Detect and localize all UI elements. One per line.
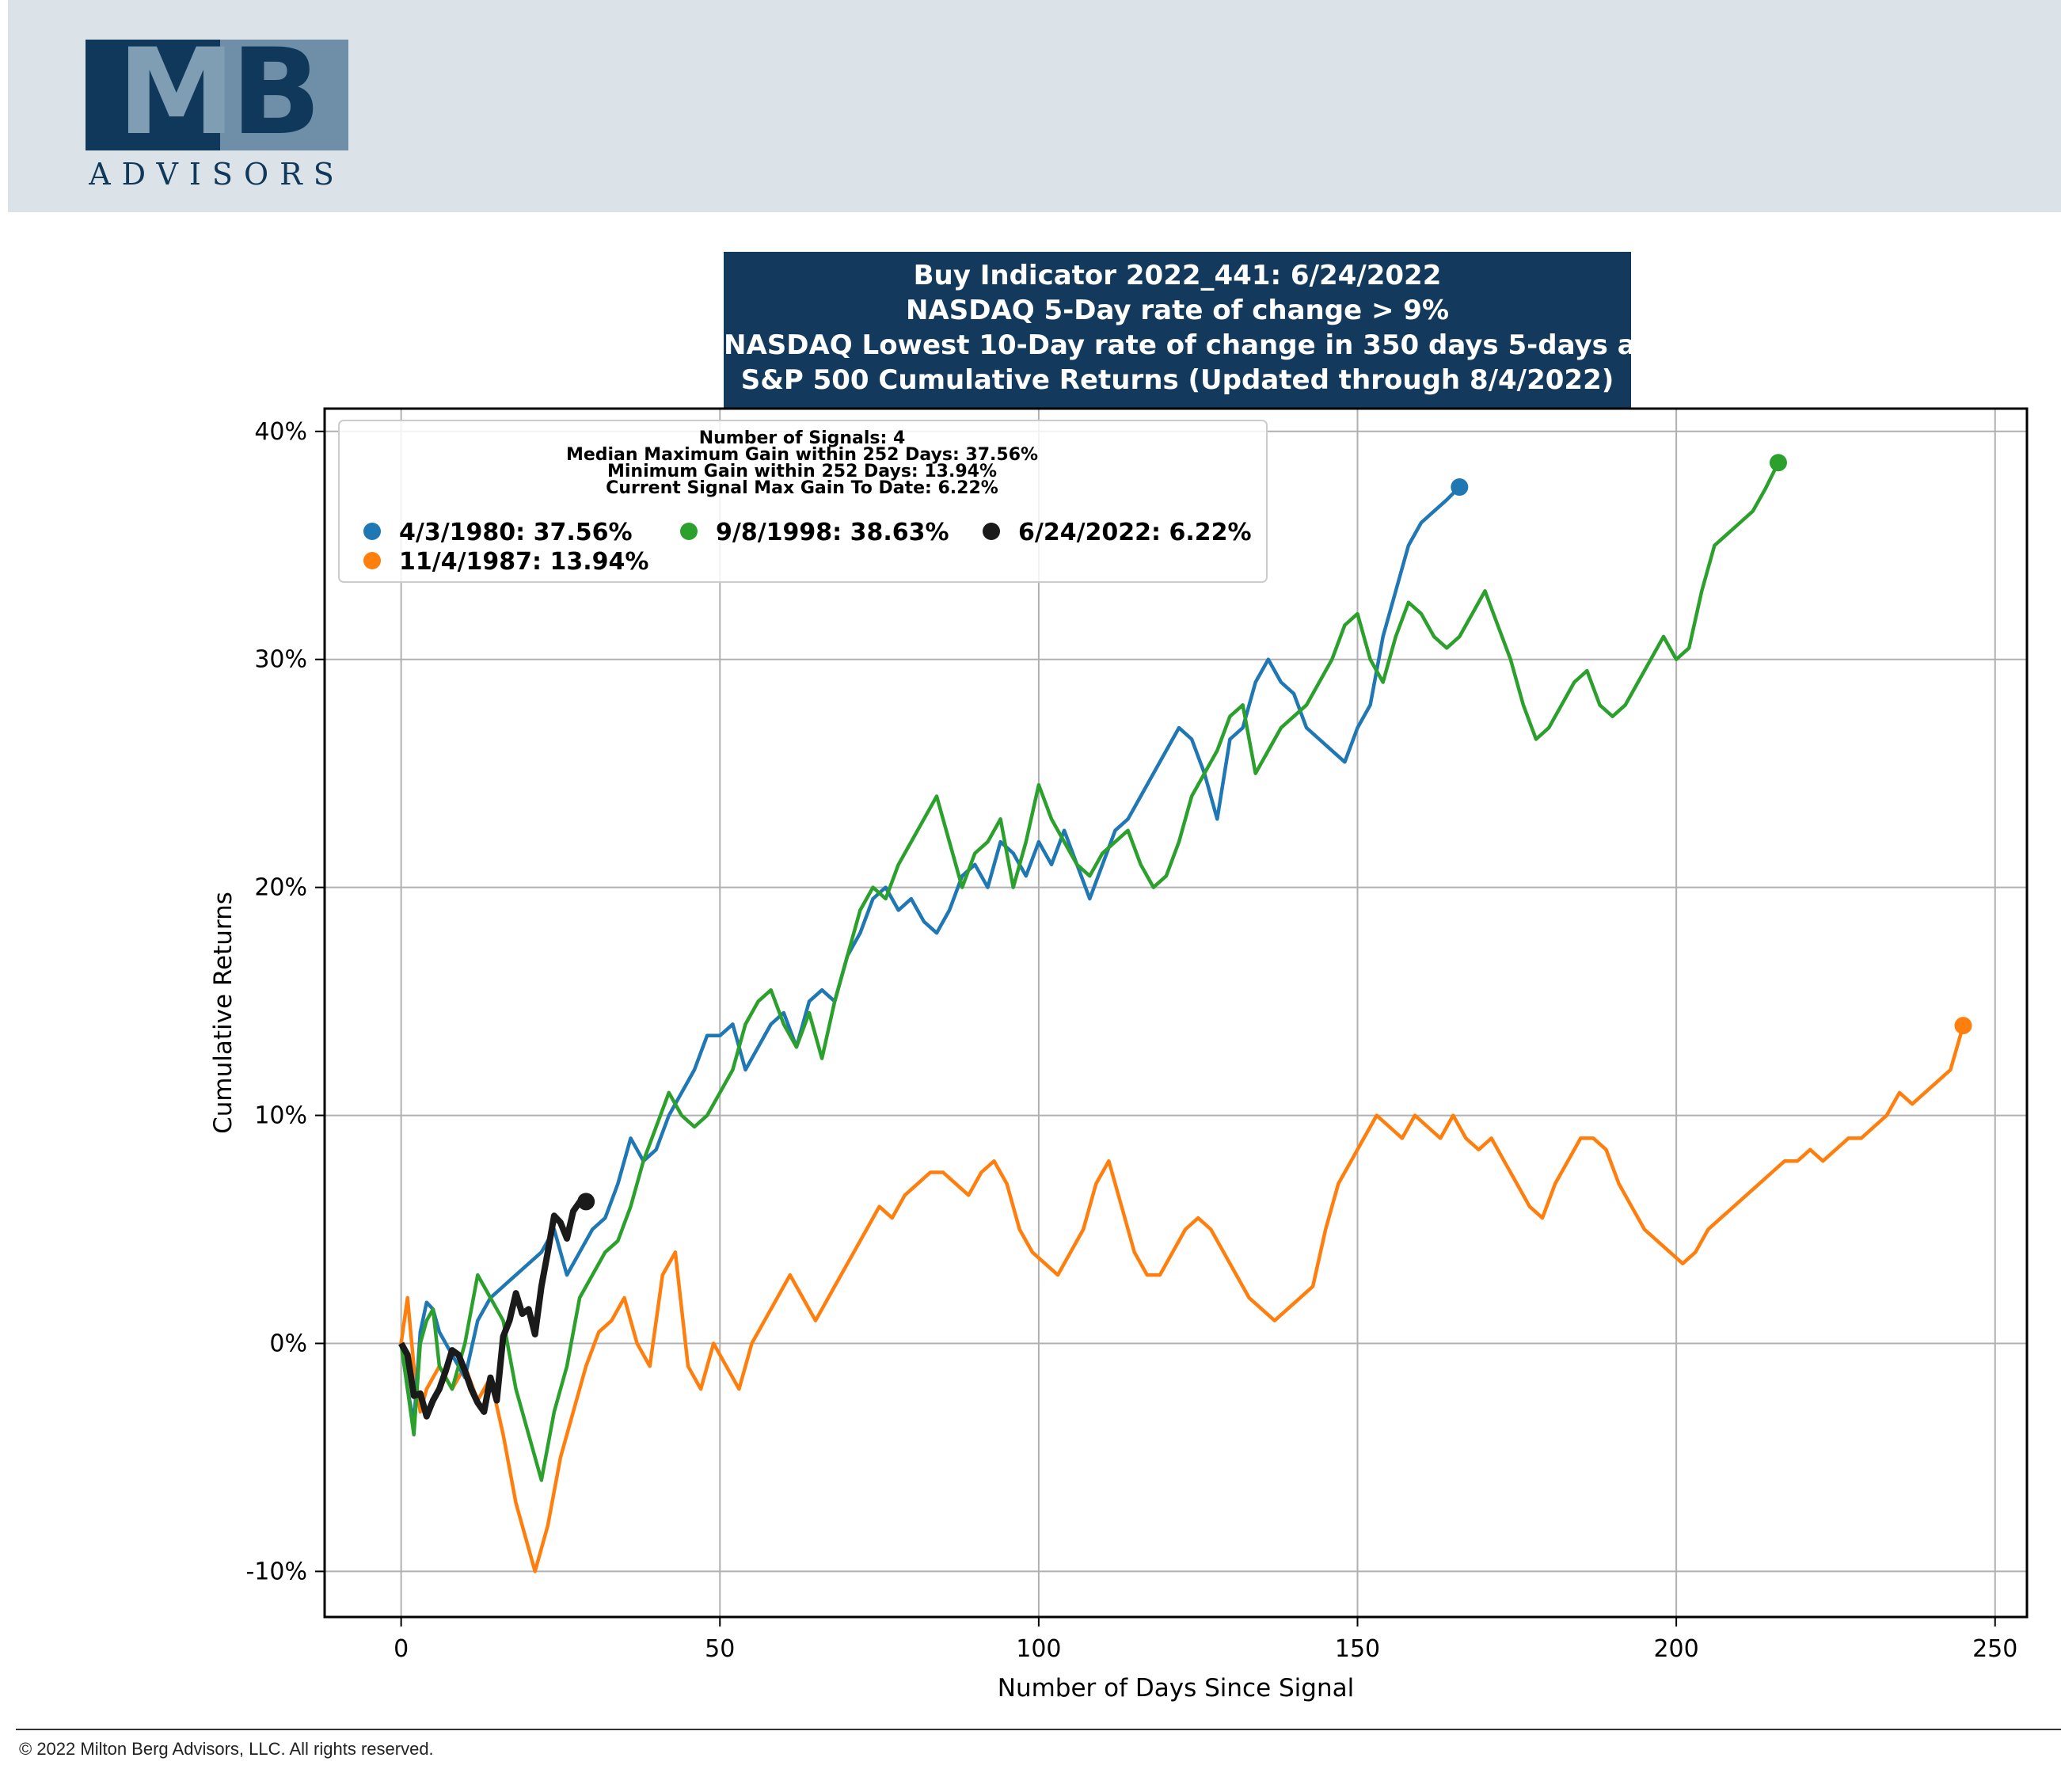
series-endpoint-2	[1769, 454, 1787, 472]
legend: Number of Signals: 4 Median Maximum Gain…	[338, 420, 1268, 583]
y-tick-label: 0%	[269, 1330, 307, 1357]
x-tick-label: 200	[1653, 1635, 1698, 1663]
x-axis-label: Number of Days Since Signal	[998, 1674, 1354, 1703]
series-endpoint-0	[1451, 478, 1469, 497]
logo-subtitle: ADVISORS	[89, 157, 345, 192]
series-line-3	[398, 1198, 587, 1420]
x-tick-label: 100	[1016, 1635, 1061, 1663]
x-tick-label: 150	[1335, 1635, 1380, 1663]
logo-letters: MB	[117, 24, 321, 162]
footer-divider	[16, 1729, 2061, 1730]
y-tick-label: 40%	[254, 418, 307, 446]
title-line-2: NASDAQ 5-Day rate of change > 9%	[905, 295, 1450, 326]
series-line-0	[399, 485, 1461, 1425]
series-endpoint-1	[1954, 1017, 1972, 1035]
y-tick-label: 30%	[254, 646, 307, 674]
series-line-2	[399, 462, 1781, 1482]
legend-marker-1980	[363, 523, 381, 540]
y-tick-label: -10%	[245, 1558, 307, 1585]
plot-frame	[323, 407, 2029, 1619]
legend-header-signals: Number of Signals: 4	[699, 428, 906, 448]
grid-lines	[325, 409, 2027, 1617]
logo-dark-block	[86, 40, 220, 150]
legend-marker-2022	[983, 523, 1000, 540]
legend-box	[338, 420, 1268, 583]
legend-header-minimum: Minimum Gain within 252 Days: 13.94%	[607, 462, 997, 481]
header-band	[8, 0, 2061, 212]
series-layer	[398, 454, 1972, 1573]
copyright-text: © 2022 Milton Berg Advisors, LLC. All ri…	[19, 1739, 434, 1759]
x-tick-label: 50	[705, 1635, 735, 1663]
title-line-3: NASDAQ Lowest 10-Day rate of change in 3…	[724, 329, 1674, 361]
y-tick-label: 10%	[254, 1102, 307, 1130]
legend-header-current: Current Signal Max Gain To Date: 6.22%	[606, 478, 998, 498]
axis-ticks: 0 50 100 150 200 250 -10% 0% 10% 20% 30% 40%	[245, 418, 2017, 1663]
y-axis-label: Cumulative Returns	[209, 892, 238, 1134]
series-endpoint-3	[577, 1193, 595, 1211]
legend-marker-1987	[363, 552, 381, 569]
title-line-4: S&P 500 Cumulative Returns (Updated thro…	[740, 364, 1614, 396]
legend-marker-1998	[680, 523, 698, 540]
title-line-1: Buy Indicator 2022_441: 6/24/2022	[913, 260, 1442, 291]
legend-entry-2022: 6/24/2022: 6.22%	[1018, 519, 1252, 546]
logo-light-block	[220, 40, 348, 150]
legend-entry-1980: 4/3/1980: 37.56%	[399, 519, 633, 546]
chart-title-box: Buy Indicator 2022_441: 6/24/2022 NASDAQ…	[724, 252, 1674, 409]
x-tick-label: 250	[1972, 1635, 2017, 1663]
mb-advisors-logo: MB ADVISORS	[86, 33, 348, 192]
legend-header-median: Median Maximum Gain within 252 Days: 37.…	[566, 445, 1038, 465]
legend-entry-1998: 9/8/1998: 38.63%	[716, 519, 949, 546]
series-line-1	[399, 1025, 1965, 1573]
x-tick-label: 0	[394, 1635, 409, 1663]
legend-entry-1987: 11/4/1987: 13.94%	[399, 548, 648, 576]
y-tick-label: 20%	[254, 874, 307, 902]
